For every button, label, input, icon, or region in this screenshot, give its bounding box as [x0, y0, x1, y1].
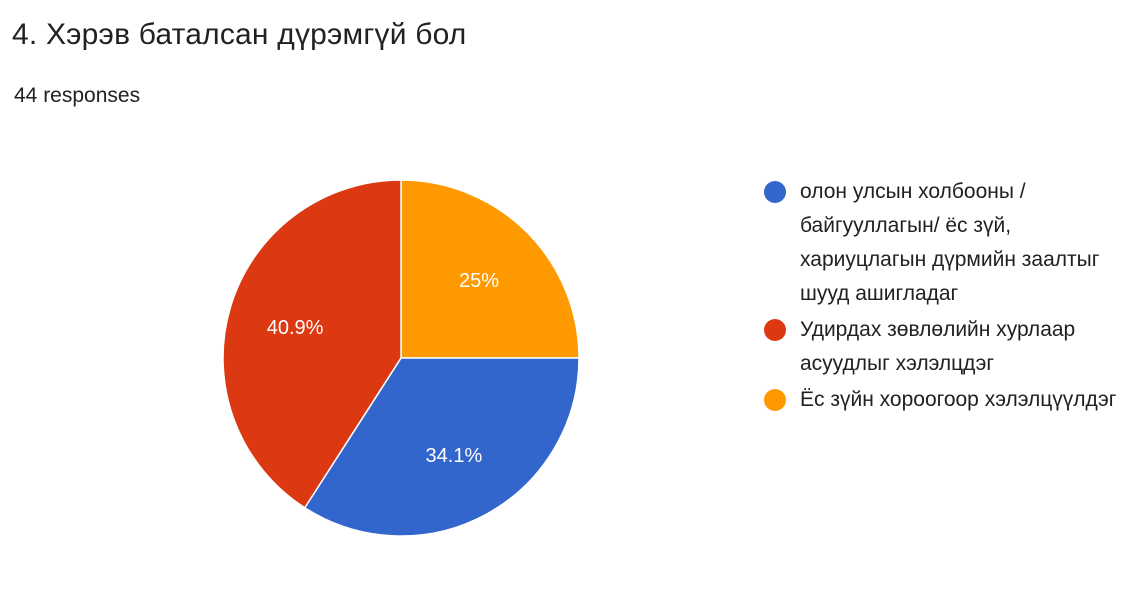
response-count: 44 responses — [14, 84, 141, 107]
legend-item[interactable]: Ёс зүйн хороогоор хэлэлцүүлдэг — [764, 383, 1134, 417]
chart-title: 4. Хэрэв баталсан дүрэмгүй бол — [12, 18, 467, 51]
legend-label: олон улсын холбооны / байгууллагын/ ёс з… — [800, 180, 1100, 305]
legend-swatch — [764, 181, 786, 203]
legend-item[interactable]: олон улсын холбооны / байгууллагын/ ёс з… — [764, 175, 1134, 311]
pie-slice-label-2: 40.9% — [267, 317, 324, 339]
pie-slice-2 — [222, 179, 402, 509]
pie-slice-0 — [400, 179, 580, 359]
pie-slice-1 — [303, 357, 580, 537]
pie-slice-label-1: 34.1% — [426, 445, 483, 467]
legend-item[interactable]: Удирдах зөвлөлийн хурлаар асуудлыг хэлэл… — [764, 313, 1134, 381]
pie-slice-label-0: 25% — [459, 270, 499, 292]
legend-swatch — [764, 319, 786, 341]
legend-label: Ёс зүйн хороогоор хэлэлцүүлдэг — [800, 388, 1117, 411]
legend-label: Удирдах зөвлөлийн хурлаар асуудлыг хэлэл… — [800, 318, 1076, 375]
legend-swatch — [764, 389, 786, 411]
chart-legend: олон улсын холбооны / байгууллагын/ ёс з… — [764, 175, 1134, 419]
